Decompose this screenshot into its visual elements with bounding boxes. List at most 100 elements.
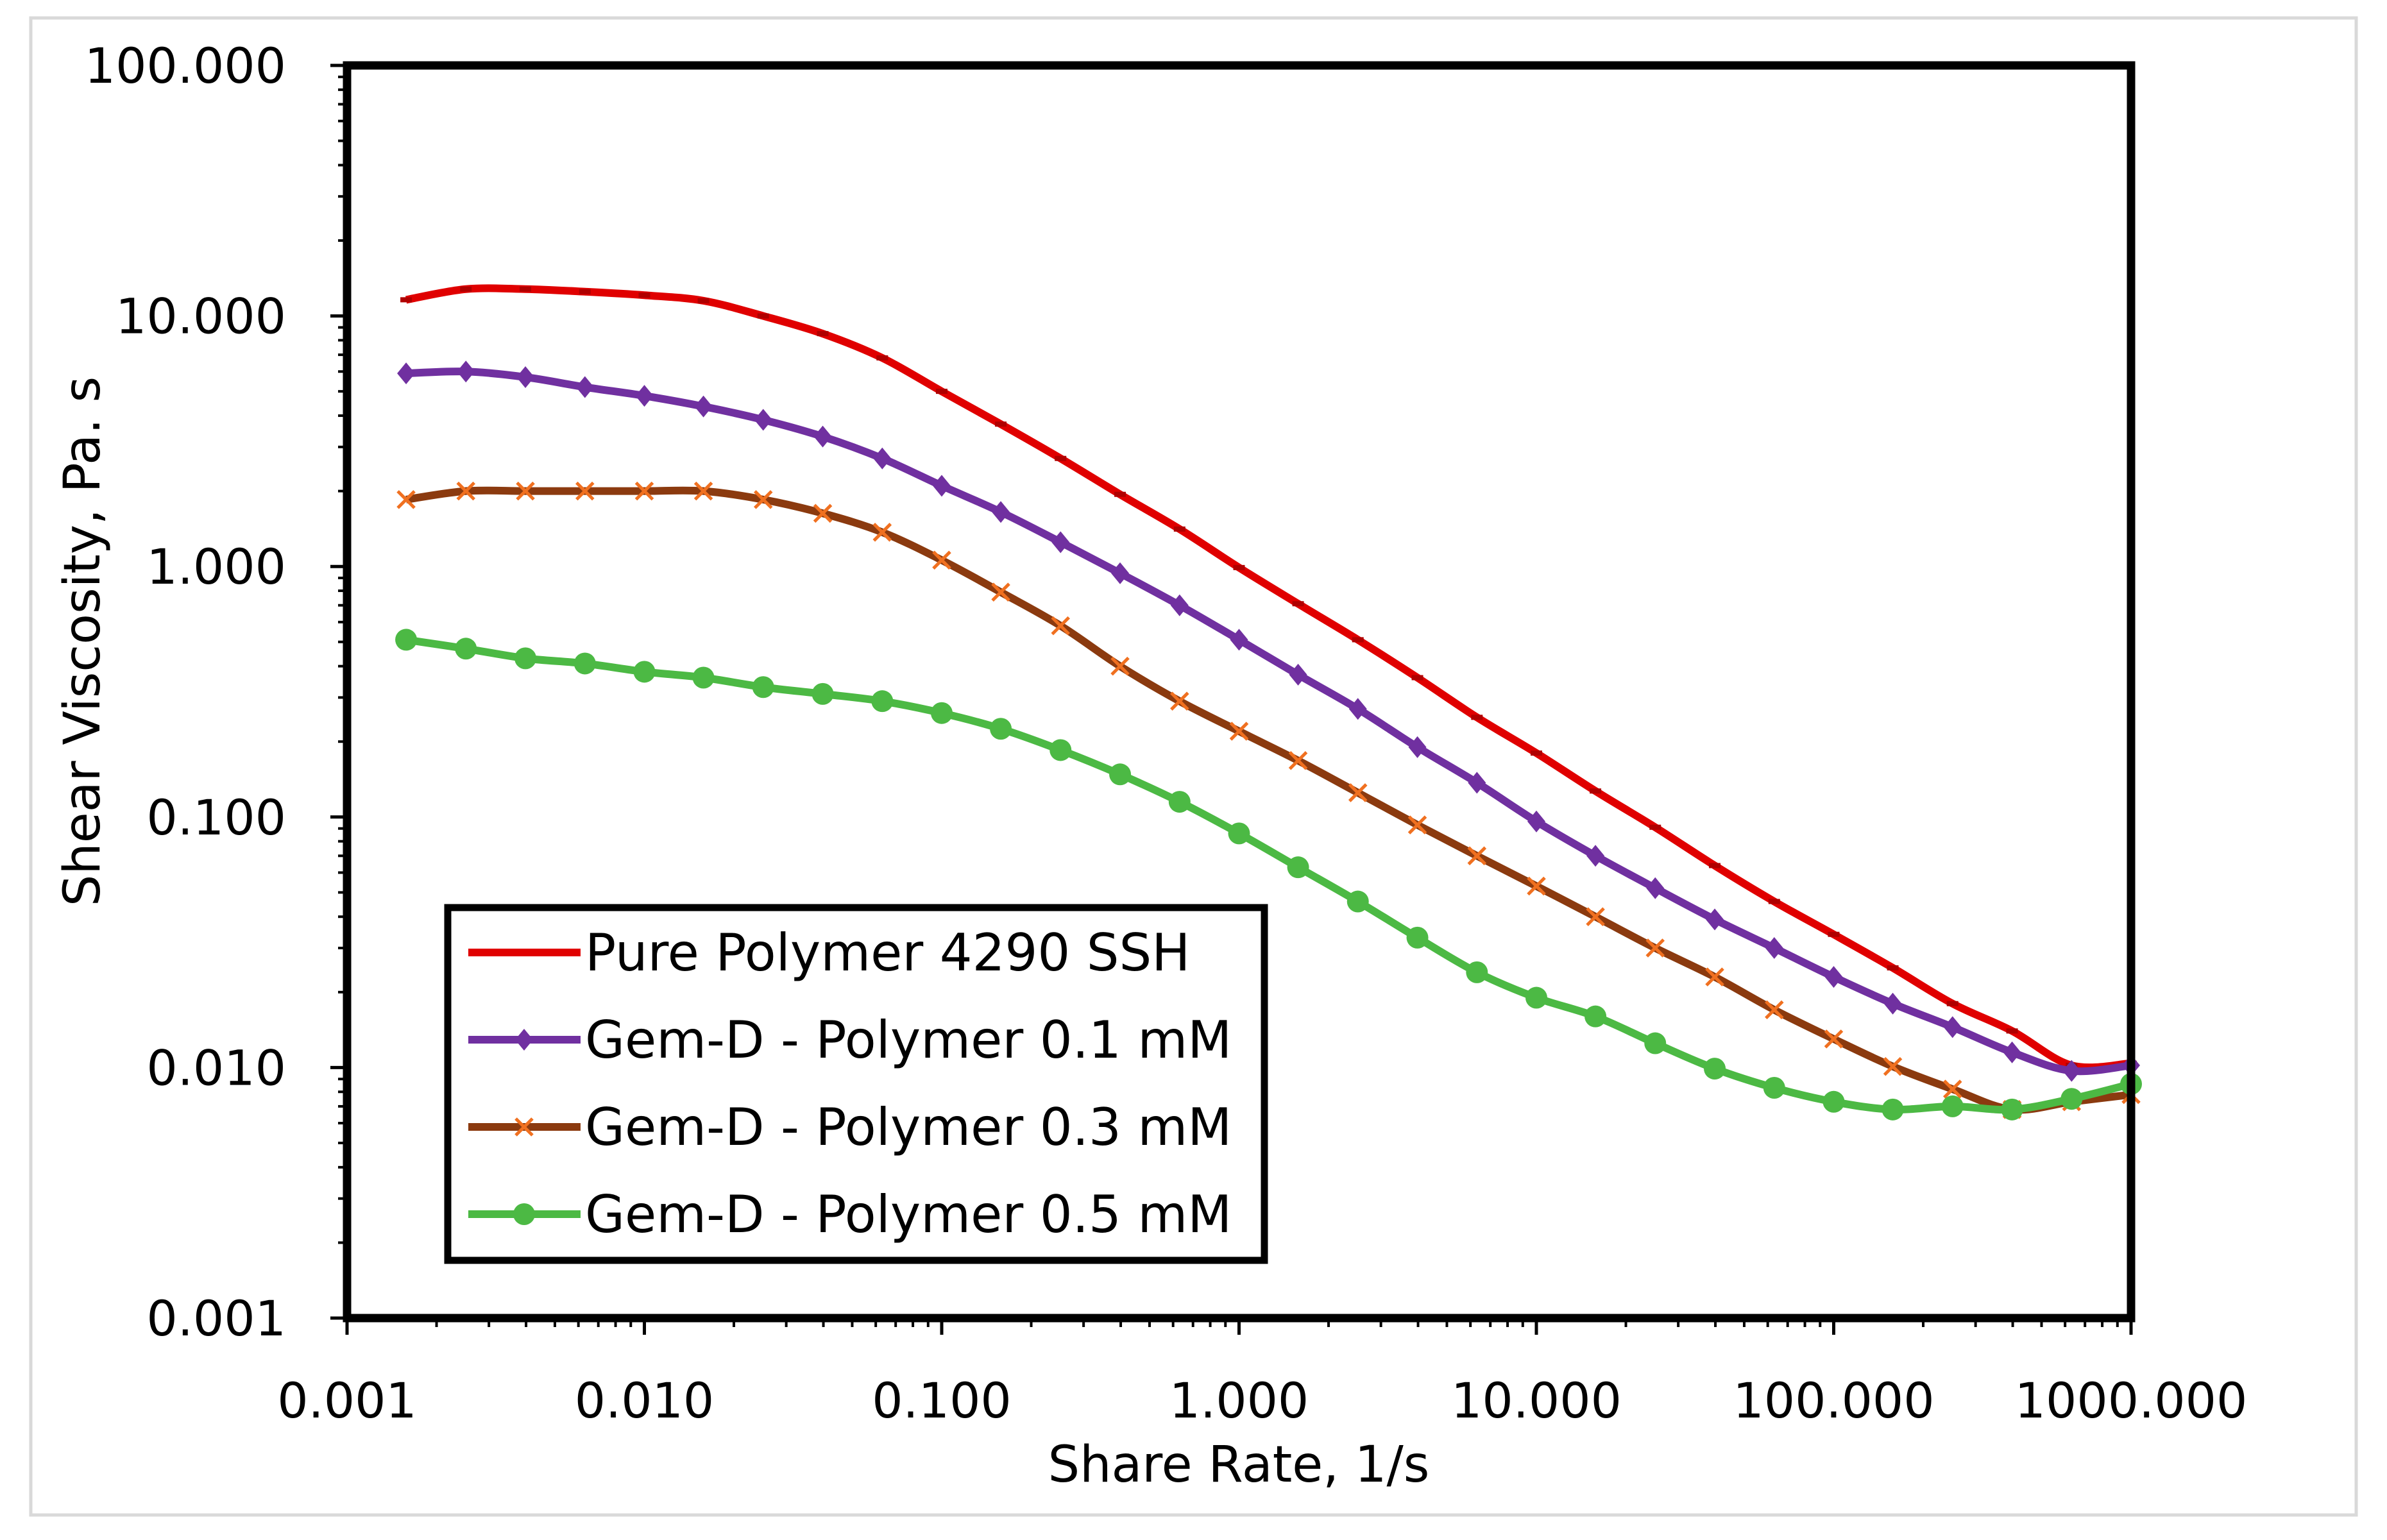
legend-label: Gem-D - Polymer 0.1 mM (585, 1010, 1232, 1070)
circle-marker (514, 647, 537, 670)
circle-marker (871, 690, 894, 713)
x-marker (1051, 616, 1071, 636)
legend-item: Gem-D - Polymer 0.5 mM (468, 1185, 1232, 1244)
x-marker (813, 503, 833, 523)
diamond-marker (992, 501, 1010, 523)
circle-marker (513, 1203, 535, 1225)
x-marker (991, 582, 1010, 602)
x-marker (1170, 691, 1189, 711)
diamond-marker (933, 475, 951, 497)
series-layer (395, 284, 2142, 1121)
circle-marker (990, 718, 1012, 740)
circle-marker (692, 666, 715, 689)
circle-marker (1346, 890, 1369, 913)
x-marker (514, 1117, 534, 1137)
x-marker (516, 481, 535, 501)
legend-item: Pure Polymer 4290 SSH (468, 923, 1190, 983)
chart-frame (29, 16, 2358, 1517)
diamond-marker (813, 425, 832, 448)
diamond-marker (1883, 992, 1902, 1015)
diamond-marker (1051, 531, 1070, 554)
y-tick-label: 1.000 (146, 538, 286, 595)
legend-box (444, 904, 1268, 1264)
x-marker (753, 490, 773, 509)
x-tick-label: 0.100 (872, 1372, 1012, 1429)
circle-marker (2001, 1098, 2023, 1121)
diamond-marker (1765, 937, 1783, 960)
circle-marker (2060, 1088, 2083, 1110)
circle-marker (1525, 986, 1547, 1009)
series-gem-d-polymer-0-1-mm (397, 360, 2140, 1082)
circle-marker (1584, 1005, 1607, 1028)
circle-marker (1287, 856, 1309, 879)
x-tick-label: 10.000 (1451, 1372, 1622, 1429)
x-marker (456, 481, 476, 501)
x-marker (575, 481, 595, 501)
circle-marker (395, 629, 418, 651)
legend-label: Pure Polymer 4290 SSH (585, 923, 1190, 983)
diamond-marker (635, 385, 654, 407)
x-marker (634, 481, 654, 501)
legend-item: Gem-D - Polymer 0.3 mM (468, 1097, 1232, 1157)
x-marker (396, 490, 416, 509)
circle-marker (1644, 1032, 1667, 1054)
y-tick-label: 0.100 (146, 789, 286, 846)
circle-marker (633, 661, 656, 683)
x-marker (1110, 656, 1130, 676)
y-tick-label: 10.000 (115, 288, 286, 345)
circle-marker (1704, 1058, 1726, 1080)
x-marker (1705, 967, 1724, 986)
circle-marker (1228, 822, 1250, 845)
ticks-layer: 0.001 0.010 0.100 1.000 10.000 100.000 1000.00… (85, 37, 2248, 1429)
legend: Pure Polymer 4290 SSH Gem-D - Polymer 0.1… (444, 904, 1268, 1264)
y-tick-label: 0.010 (146, 1039, 286, 1096)
diamond-marker (1527, 810, 1545, 833)
diamond-marker (1586, 845, 1605, 867)
circle-marker (1763, 1077, 1785, 1099)
series-pure-polymer-4290-ssh (400, 284, 2137, 1072)
x-tick-label: 1000.000 (2015, 1372, 2248, 1429)
x-marker (693, 481, 713, 501)
x-marker (1824, 1029, 1844, 1049)
diamond-marker (1824, 966, 1843, 988)
legend-label: Gem-D - Polymer 0.3 mM (585, 1097, 1232, 1157)
x-marker (1765, 1000, 1784, 1020)
x-tick-label: 1.000 (1169, 1372, 1309, 1429)
diamond-marker (1348, 698, 1367, 720)
circle-marker (1466, 961, 1488, 983)
diamond-marker (516, 366, 535, 388)
diamond-marker (397, 362, 416, 385)
diamond-marker (575, 376, 594, 398)
x-marker (1883, 1056, 1903, 1076)
circle-marker (931, 702, 953, 724)
circle-marker (1109, 763, 1132, 786)
circle-marker (1822, 1090, 1845, 1113)
diamond-marker (754, 409, 772, 431)
diamond-marker (2062, 1060, 2081, 1082)
diamond-marker (1468, 772, 1486, 794)
x-marker (1467, 846, 1487, 866)
legend-item: Gem-D - Polymer 0.1 mM (468, 1010, 1232, 1070)
x-tick-label: 0.001 (277, 1372, 417, 1429)
diamond-marker (694, 395, 713, 418)
x-marker (1527, 876, 1546, 896)
circle-marker (1882, 1098, 1904, 1121)
y-tick-label: 0.001 (146, 1290, 286, 1347)
x-marker (932, 550, 951, 570)
diamond-marker (1943, 1016, 1962, 1038)
circle-marker (573, 652, 596, 675)
x-tick-label: 100.000 (1733, 1372, 1934, 1429)
x-marker (1586, 907, 1605, 927)
x-marker (1407, 815, 1427, 834)
x-marker (1645, 938, 1665, 958)
y-axis-title: Shear Viscosity, Pa. s (54, 377, 112, 906)
x-marker (1348, 783, 1368, 802)
legend-label: Gem-D - Polymer 0.5 mM (585, 1185, 1232, 1244)
diamond-marker (1170, 594, 1189, 616)
y-tick-label: 100.000 (85, 37, 286, 94)
x-marker (1229, 722, 1249, 741)
circle-marker (1049, 739, 1072, 761)
x-tick-label: 0.010 (575, 1372, 715, 1429)
diamond-marker (1408, 736, 1427, 758)
x-marker (1942, 1079, 1962, 1099)
